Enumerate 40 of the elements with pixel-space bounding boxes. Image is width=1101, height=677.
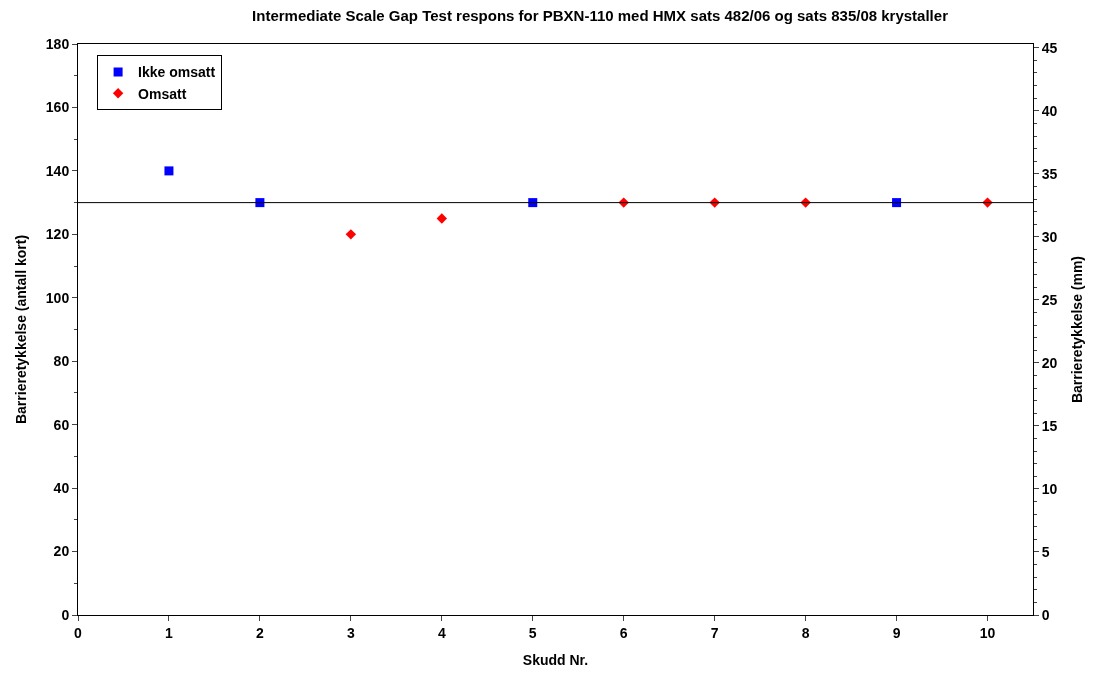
y2-tick-label: 45 bbox=[1041, 39, 1058, 56]
x-tick-label: 7 bbox=[710, 624, 719, 641]
y2-tick-label: 25 bbox=[1041, 291, 1058, 308]
x-tick-label: 4 bbox=[437, 624, 446, 641]
y2-tick-label: 40 bbox=[1041, 102, 1058, 119]
y2-tick-label: 5 bbox=[1041, 543, 1050, 560]
chart-title: Intermediate Scale Gap Test respons for PBXN-110 med HMX sats 482/06 og sats 835/08 krystaller bbox=[252, 6, 949, 24]
point bbox=[345, 229, 357, 240]
y-tick-label: 180 bbox=[45, 35, 70, 52]
x-axis-title: Skudd Nr. bbox=[522, 652, 589, 669]
legend-label: Omsatt bbox=[138, 85, 187, 102]
point bbox=[164, 166, 174, 176]
x-tick-label: 3 bbox=[346, 624, 355, 641]
y-tick-label: 20 bbox=[53, 543, 70, 560]
y-tick-label: 120 bbox=[45, 226, 70, 243]
x-tick-label: 2 bbox=[256, 624, 264, 641]
y2-tick-label: 10 bbox=[1041, 480, 1058, 497]
x-tick-label: 9 bbox=[892, 624, 901, 641]
x-tick-label: 0 bbox=[74, 624, 83, 641]
y-tick-label: 140 bbox=[45, 162, 70, 179]
y2-axis-title: Barrieretykkelse (mm) bbox=[1068, 255, 1085, 404]
y-tick-label: 100 bbox=[45, 289, 70, 306]
y2-tick-label: 30 bbox=[1041, 228, 1058, 245]
x-tick-label: 8 bbox=[801, 624, 810, 641]
y-tick-label: 160 bbox=[45, 99, 70, 116]
y2-tick-label: 15 bbox=[1041, 417, 1058, 434]
x-tick-label: 5 bbox=[528, 624, 537, 641]
y-tick-label: 60 bbox=[53, 416, 70, 433]
y-tick-label: 0 bbox=[61, 606, 70, 623]
y2-tick-label: 20 bbox=[1041, 354, 1058, 371]
point bbox=[436, 213, 448, 224]
x-tick-label: 6 bbox=[619, 624, 628, 641]
x-tick-label: 1 bbox=[165, 624, 174, 641]
legend-label: Ikke omsatt bbox=[138, 64, 216, 81]
y-tick-label: 40 bbox=[53, 480, 70, 497]
y2-tick-label: 35 bbox=[1041, 165, 1058, 182]
y-axis-title: Barrieretykkelse (antall kort) bbox=[13, 234, 30, 425]
y2-tick-label: 0 bbox=[1041, 606, 1050, 623]
x-tick-label: 10 bbox=[979, 624, 996, 641]
y-tick-label: 80 bbox=[53, 353, 70, 370]
